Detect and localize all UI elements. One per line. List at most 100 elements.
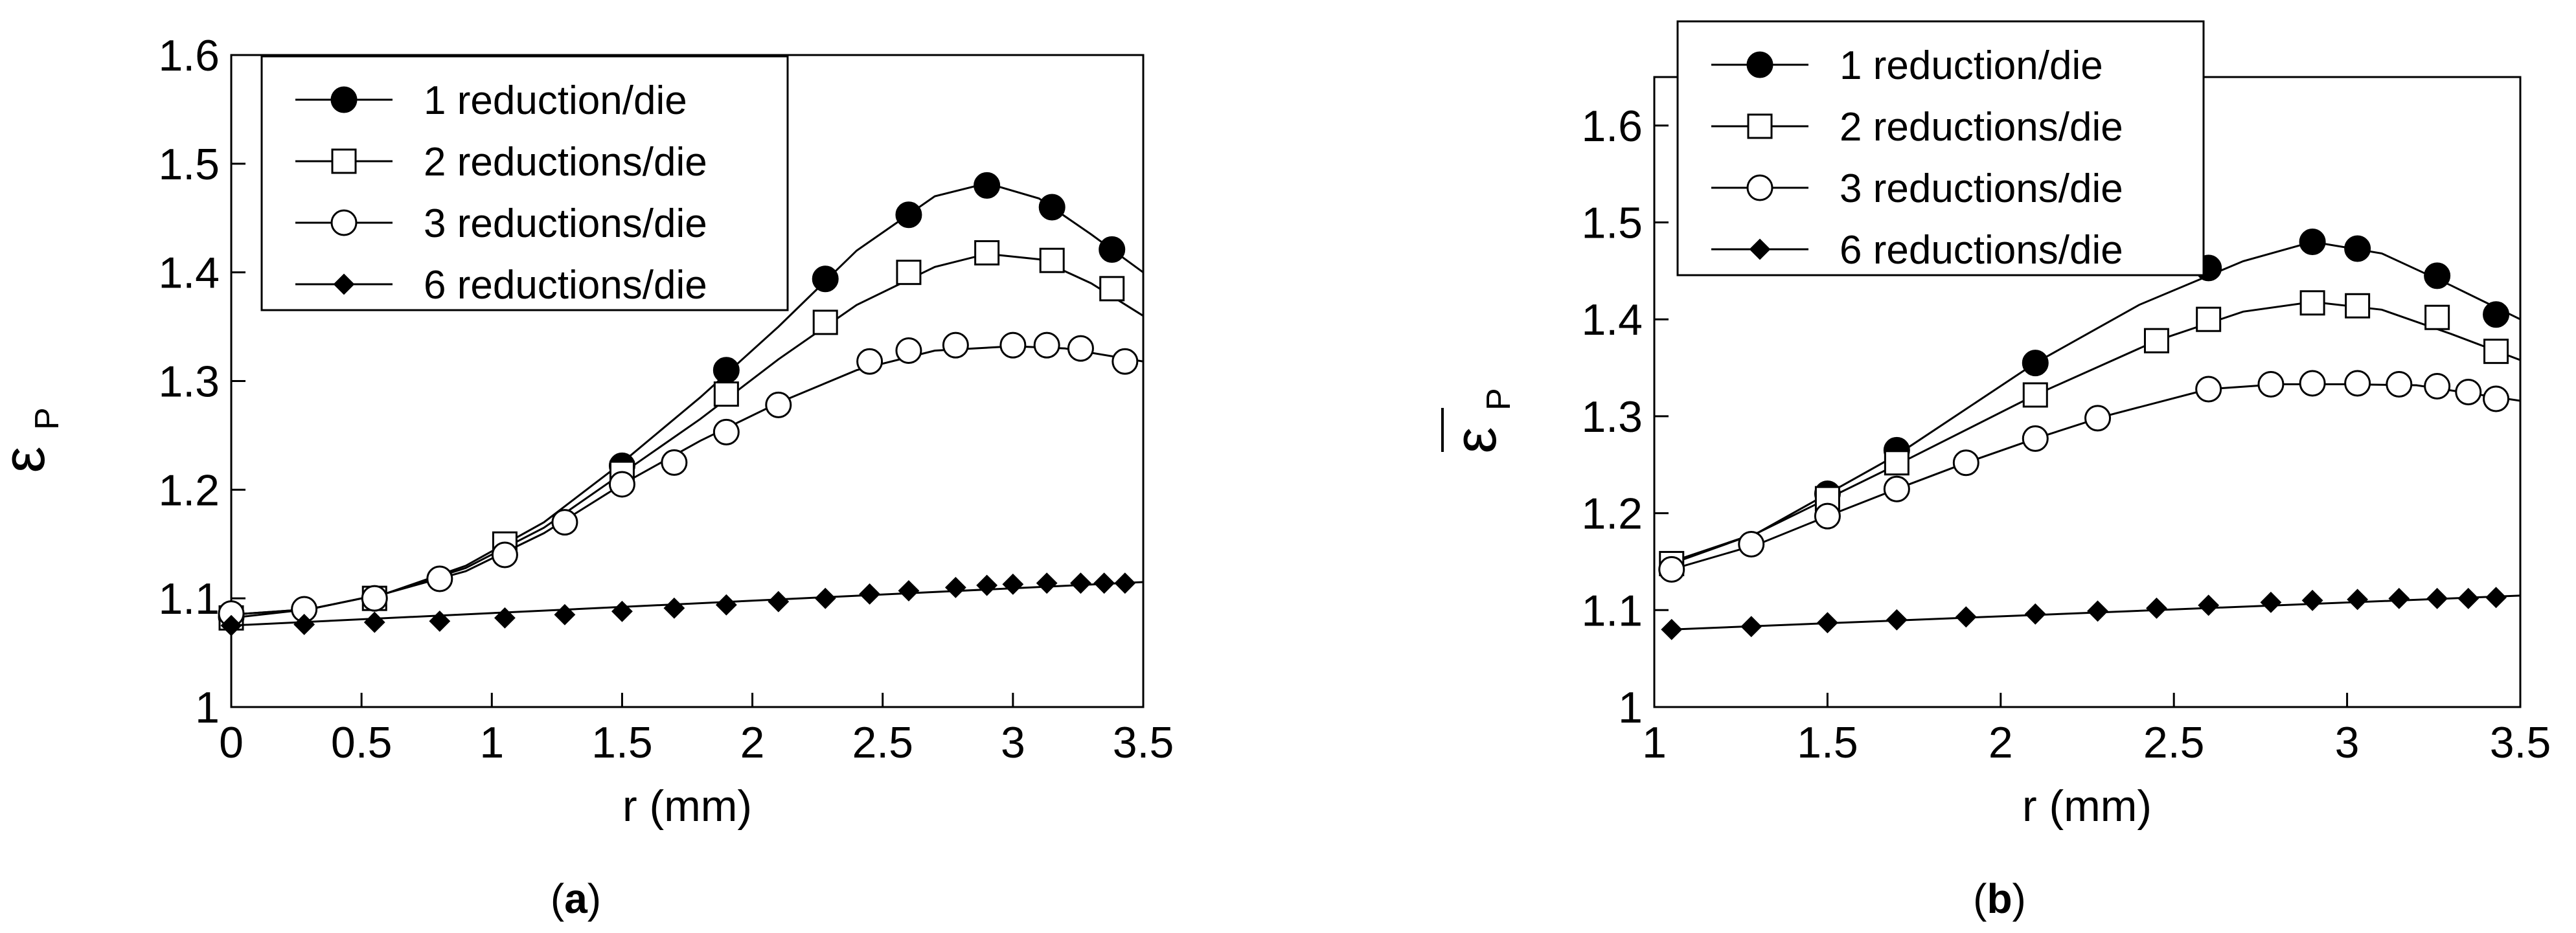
data-point [1814, 502, 1841, 530]
data-point [856, 348, 883, 375]
legend-entry: 1 reduction/die [295, 78, 687, 123]
y-tick-label: 1.2 [158, 466, 220, 515]
y-tick-label: 1.6 [1581, 102, 1643, 151]
data-point [859, 583, 881, 605]
y-tick-label: 1.3 [1581, 392, 1643, 442]
series-3 [1658, 370, 2520, 583]
x-tick-label: 3 [1001, 718, 1025, 767]
data-point [2344, 370, 2371, 397]
legend-marker [330, 86, 358, 113]
x-axis-ticks-a: 0 0.5 1 1.5 2 2.5 3 3.5 [219, 693, 1174, 767]
data-point [2087, 600, 2108, 622]
data-point [895, 201, 922, 229]
data-point [2301, 589, 2323, 611]
y-tick-label: 1.4 [1581, 295, 1643, 344]
series-group-a [218, 172, 1143, 636]
y-tick-label: 1.1 [158, 574, 220, 624]
data-point [2195, 376, 2222, 403]
data-point [663, 597, 685, 619]
x-axis-label-a: r (mm) [622, 781, 752, 831]
data-point [2299, 370, 2326, 397]
legend-entry: 3 reductions/die [1711, 166, 2123, 211]
legend-entry: 3 reductions/die [295, 201, 707, 246]
x-tick-label: 2 [740, 718, 765, 767]
data-point [1002, 573, 1024, 595]
data-point [974, 172, 1001, 199]
legend-label: 6 reductions/die [424, 263, 707, 308]
data-point [715, 594, 737, 616]
data-point [363, 611, 385, 633]
data-point [2022, 425, 2049, 452]
x-tick-label: 2.5 [2143, 718, 2205, 767]
legend-entry: 2 reductions/die [1711, 105, 2123, 150]
data-point [2347, 589, 2369, 611]
legend-label: 2 reductions/die [1840, 105, 2123, 150]
data-point [898, 580, 920, 601]
data-point [1039, 247, 1065, 273]
data-point [2024, 603, 2046, 625]
series-group-b [1658, 228, 2520, 640]
data-point [1955, 606, 1977, 628]
data-point [2483, 301, 2510, 328]
ylabel-symbol-b: ε [1442, 427, 1509, 453]
legend-label: 1 reduction/die [424, 78, 687, 123]
data-point [768, 590, 790, 613]
x-tick-label: 2.5 [852, 718, 913, 767]
x-tick-label: 1 [1642, 718, 1667, 767]
data-point [491, 541, 518, 568]
y-tick-label: 1 [1618, 683, 1643, 732]
data-point [2426, 587, 2448, 609]
y-tick-label: 1.5 [158, 140, 220, 189]
data-point [2022, 350, 2049, 377]
legend-label: 3 reductions/die [424, 201, 707, 246]
y-tick-label: 1.6 [158, 31, 220, 80]
data-point [1816, 612, 1838, 634]
data-point [765, 391, 792, 418]
data-point [712, 357, 740, 384]
data-point [611, 600, 633, 622]
data-point [2485, 587, 2507, 609]
legend-marker [1747, 113, 1773, 139]
data-point [1093, 572, 1115, 594]
data-point [554, 603, 576, 625]
legend-label: 6 reductions/die [1840, 228, 2123, 273]
data-point [712, 418, 740, 445]
data-point [293, 614, 315, 635]
data-point [2198, 594, 2220, 616]
data-point [2455, 379, 2482, 405]
data-point [2146, 597, 2167, 619]
data-point [661, 449, 688, 476]
ylabel-subscript-a: P [28, 407, 66, 430]
data-point [1036, 572, 1058, 594]
data-point [1033, 332, 1060, 359]
caption-letter-a: a [564, 875, 587, 922]
y-tick-label: 1.2 [1581, 489, 1643, 539]
legend-marker [330, 209, 358, 236]
data-point [2299, 290, 2325, 316]
data-point [814, 587, 836, 609]
data-point [1738, 531, 1765, 558]
y-axis-label-b: ε P [1441, 388, 1518, 454]
legend-marker [1749, 238, 1771, 260]
data-point [1067, 335, 1094, 362]
legend-marker [331, 148, 357, 174]
data-point [494, 607, 516, 629]
y-axis-ticks-b: 1 1.1 1.2 1.3 1.4 1.5 1.6 [1581, 102, 1669, 732]
x-axis-label-b: r (mm) [2022, 781, 2152, 831]
legend-entry: 1 reduction/die [1711, 43, 2103, 88]
legend-label: 3 reductions/die [1840, 166, 2123, 211]
y-tick-label: 1.4 [158, 249, 220, 298]
series-4 [220, 572, 1143, 636]
data-point [999, 332, 1027, 359]
legend-entry: 6 reductions/die [1711, 228, 2123, 273]
x-tick-label: 2 [1989, 718, 2013, 767]
legend-label: 1 reduction/die [1840, 43, 2103, 88]
data-point [1886, 609, 1908, 631]
legend-entry: 2 reductions/die [295, 140, 707, 185]
legend-marker [1746, 51, 1773, 78]
data-point [1099, 276, 1125, 302]
data-point [551, 509, 578, 536]
legend-entry: 6 reductions/die [295, 263, 707, 308]
data-point [713, 381, 739, 407]
data-point [1952, 449, 1979, 477]
